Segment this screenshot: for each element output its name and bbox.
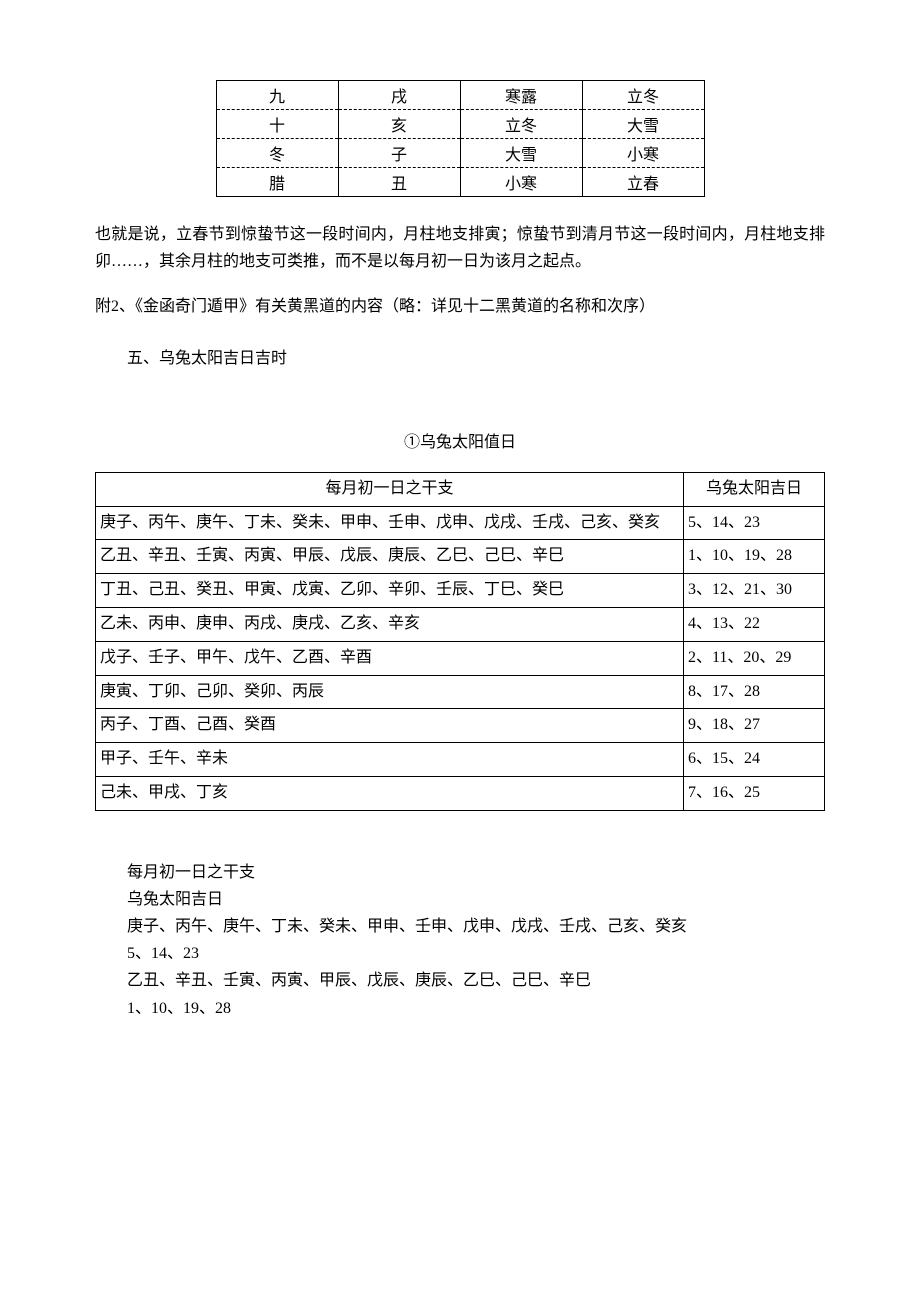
cell-dates: 3、12、21、30 bbox=[684, 574, 825, 608]
cell: 立冬 bbox=[460, 110, 582, 139]
header-ganzhi: 每月初一日之干支 bbox=[96, 472, 684, 506]
cell-dates: 5、14、23 bbox=[684, 506, 825, 540]
cell: 亥 bbox=[338, 110, 460, 139]
cell: 小寒 bbox=[582, 139, 704, 168]
cell: 立春 bbox=[582, 168, 704, 197]
cell-ganzhi: 戊子、壬子、甲午、戊午、乙酉、辛酉 bbox=[96, 641, 684, 675]
cell: 大雪 bbox=[582, 110, 704, 139]
table-row: 庚寅、丁卯、己卯、癸卯、丙辰 8、17、28 bbox=[96, 675, 825, 709]
cell-ganzhi: 乙未、丙申、庚申、丙戌、庚戌、乙亥、辛亥 bbox=[96, 607, 684, 641]
cell: 子 bbox=[338, 139, 460, 168]
table-row: 庚子、丙午、庚午、丁未、癸未、甲申、壬申、戊申、戊戌、壬戌、己亥、癸亥 5、14… bbox=[96, 506, 825, 540]
cell: 丑 bbox=[338, 168, 460, 197]
paragraph-explanation: 也就是说，立春节到惊蛰节这一段时间内，月柱地支排寅；惊蛰节到清月节这一段时间内，… bbox=[95, 221, 825, 275]
cell: 九 bbox=[216, 81, 338, 110]
table-row: 乙丑、辛丑、壬寅、丙寅、甲辰、戊辰、庚辰、乙巳、己巳、辛巳 1、10、19、28 bbox=[96, 540, 825, 574]
table-header-row: 每月初一日之干支 乌兔太阳吉日 bbox=[96, 472, 825, 506]
table-row: 己未、甲戌、丁亥 7、16、25 bbox=[96, 776, 825, 810]
cell-dates: 8、17、28 bbox=[684, 675, 825, 709]
month-branch-table: 九 戌 寒露 立冬 十 亥 立冬 大雪 冬 子 大雪 小寒 腊 丑 小寒 立春 bbox=[216, 80, 705, 197]
header-lucky-days: 乌兔太阳吉日 bbox=[684, 472, 825, 506]
cell-dates: 7、16、25 bbox=[684, 776, 825, 810]
table-row: 冬 子 大雪 小寒 bbox=[216, 139, 704, 168]
table-row: 甲子、壬午、辛未 6、15、24 bbox=[96, 743, 825, 777]
text-line: 庚子、丙午、庚午、丁未、癸未、甲申、壬申、戊申、戊戌、壬戌、己亥、癸亥 bbox=[127, 913, 825, 940]
cell: 寒露 bbox=[460, 81, 582, 110]
wutu-sun-lucky-day-table: 每月初一日之干支 乌兔太阳吉日 庚子、丙午、庚午、丁未、癸未、甲申、壬申、戊申、… bbox=[95, 472, 825, 811]
cell: 立冬 bbox=[582, 81, 704, 110]
cell: 腊 bbox=[216, 168, 338, 197]
cell-dates: 6、15、24 bbox=[684, 743, 825, 777]
cell: 十 bbox=[216, 110, 338, 139]
table-row: 丙子、丁酉、己酉、癸酉 9、18、27 bbox=[96, 709, 825, 743]
cell-ganzhi: 丁丑、己丑、癸丑、甲寅、戊寅、乙卯、辛卯、壬辰、丁巳、癸巳 bbox=[96, 574, 684, 608]
paragraph-appendix2: 附2、《金函奇门遁甲》有关黄黑道的内容（略：详见十二黑黄道的名称和次序） bbox=[95, 293, 825, 320]
table-row: 腊 丑 小寒 立春 bbox=[216, 168, 704, 197]
cell-dates: 4、13、22 bbox=[684, 607, 825, 641]
cell-ganzhi: 庚子、丙午、庚午、丁未、癸未、甲申、壬申、戊申、戊戌、壬戌、己亥、癸亥 bbox=[96, 506, 684, 540]
cell-ganzhi: 甲子、壬午、辛未 bbox=[96, 743, 684, 777]
document-page: 九 戌 寒露 立冬 十 亥 立冬 大雪 冬 子 大雪 小寒 腊 丑 小寒 立春 … bbox=[0, 0, 920, 1082]
table-row: 九 戌 寒露 立冬 bbox=[216, 81, 704, 110]
cell: 冬 bbox=[216, 139, 338, 168]
cell-ganzhi: 庚寅、丁卯、己卯、癸卯、丙辰 bbox=[96, 675, 684, 709]
cell-dates: 2、11、20、29 bbox=[684, 641, 825, 675]
text-line: 5、14、23 bbox=[127, 940, 825, 967]
cell-ganzhi: 丙子、丁酉、己酉、癸酉 bbox=[96, 709, 684, 743]
table-row: 丁丑、己丑、癸丑、甲寅、戊寅、乙卯、辛卯、壬辰、丁巳、癸巳 3、12、21、30 bbox=[96, 574, 825, 608]
subheading-wutu-value-day: ①乌兔太阳值日 bbox=[95, 428, 825, 452]
cell-dates: 1、10、19、28 bbox=[684, 540, 825, 574]
cell: 大雪 bbox=[460, 139, 582, 168]
cell: 小寒 bbox=[460, 168, 582, 197]
section-5-title: 五、乌兔太阳吉日吉时 bbox=[95, 345, 825, 372]
plain-text-list: 每月初一日之干支 乌兔太阳吉日 庚子、丙午、庚午、丁未、癸未、甲申、壬申、戊申、… bbox=[127, 859, 825, 1022]
cell: 戌 bbox=[338, 81, 460, 110]
cell-dates: 9、18、27 bbox=[684, 709, 825, 743]
cell-ganzhi: 己未、甲戌、丁亥 bbox=[96, 776, 684, 810]
table-row: 戊子、壬子、甲午、戊午、乙酉、辛酉 2、11、20、29 bbox=[96, 641, 825, 675]
table-row: 十 亥 立冬 大雪 bbox=[216, 110, 704, 139]
text-line: 乙丑、辛丑、壬寅、丙寅、甲辰、戊辰、庚辰、乙巳、己巳、辛巳 bbox=[127, 967, 825, 994]
text-line: 1、10、19、28 bbox=[127, 995, 825, 1022]
cell-ganzhi: 乙丑、辛丑、壬寅、丙寅、甲辰、戊辰、庚辰、乙巳、己巳、辛巳 bbox=[96, 540, 684, 574]
table-row: 乙未、丙申、庚申、丙戌、庚戌、乙亥、辛亥 4、13、22 bbox=[96, 607, 825, 641]
text-line: 每月初一日之干支 bbox=[127, 859, 825, 886]
text-line: 乌兔太阳吉日 bbox=[127, 886, 825, 913]
